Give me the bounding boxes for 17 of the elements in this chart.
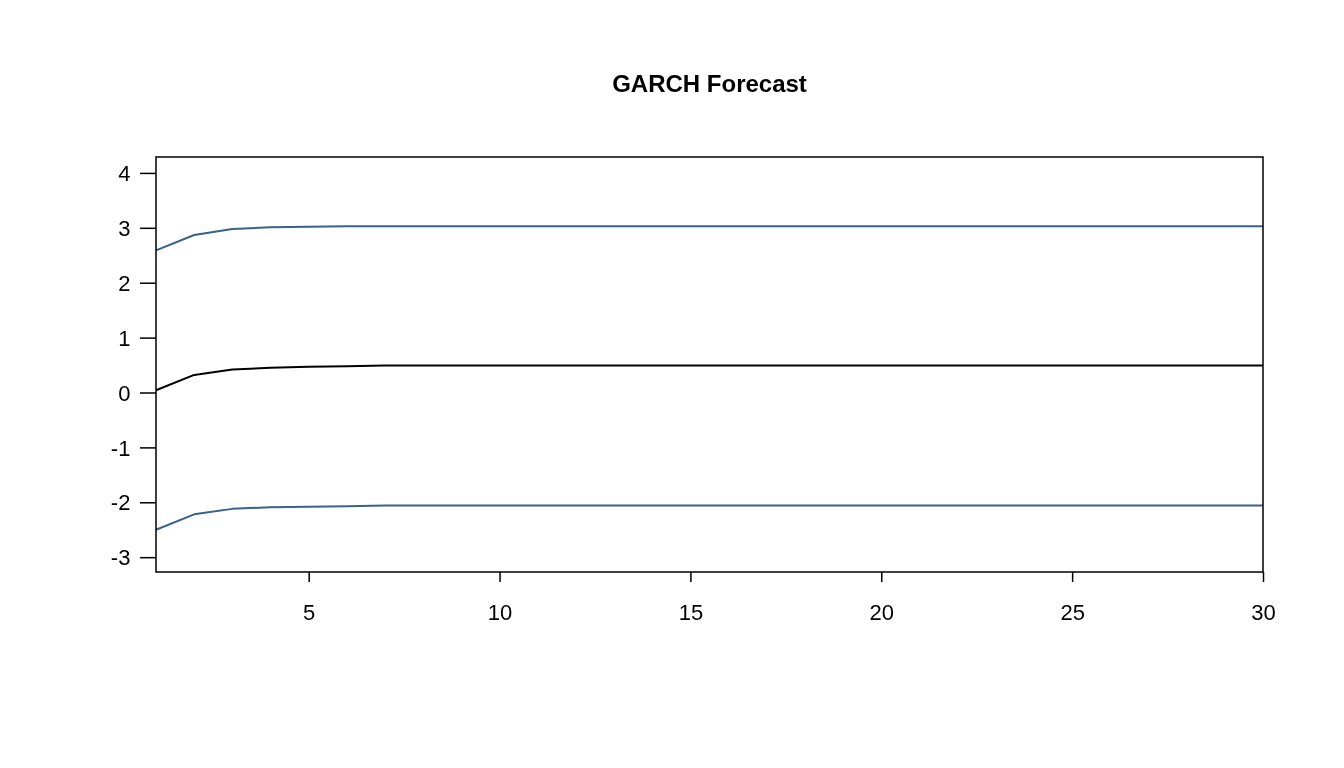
y-tick-label: -3 <box>110 545 131 571</box>
y-tick-label: 3 <box>118 216 131 242</box>
line-series <box>155 225 1264 252</box>
y-tick-label: 1 <box>118 325 131 351</box>
x-tick-label: 30 <box>1251 600 1276 626</box>
x-tick-label: 25 <box>1060 600 1085 626</box>
y-tick-label: -2 <box>110 490 131 516</box>
x-tick-label: 20 <box>869 600 895 626</box>
y-tick-label: 4 <box>118 161 131 187</box>
line-series <box>155 504 1264 531</box>
x-tick-label: 15 <box>678 600 704 626</box>
x-tick-label: 5 <box>303 600 316 626</box>
y-tick-label: 0 <box>118 380 131 406</box>
y-tick-label: 2 <box>118 270 131 296</box>
y-tick-label: -1 <box>110 435 131 461</box>
x-tick-label: 10 <box>487 600 513 626</box>
chart-title: GARCH Forecast <box>612 70 807 97</box>
